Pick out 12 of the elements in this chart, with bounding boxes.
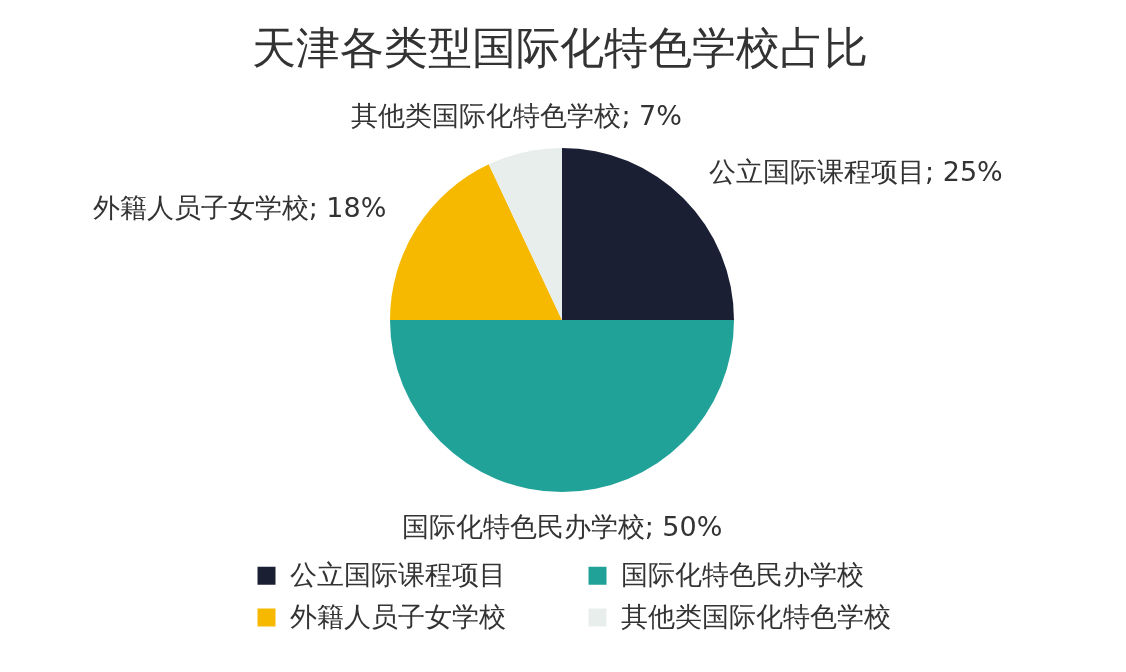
data-label: 国际化特色民办学校; 50%: [401, 511, 723, 542]
pie-slice: [390, 164, 562, 320]
data-label: 外籍人员子女学校; 18%: [92, 191, 387, 223]
chart-title: 天津各类型国际化特色学校占比: [252, 22, 868, 73]
data-label: 其他类国际化特色学校; 7%: [351, 100, 682, 132]
data-label: 公立国际课程项目; 25%: [709, 155, 1003, 187]
legend-label: 其他类国际化特色学校: [621, 600, 891, 632]
legend-label: 公立国际课程项目: [290, 558, 506, 590]
legend-label: 国际化特色民办学校: [621, 558, 864, 590]
pie-slice: [488, 148, 562, 320]
legend-label: 外籍人员子女学校: [290, 600, 506, 632]
pie-slice: [390, 320, 734, 492]
